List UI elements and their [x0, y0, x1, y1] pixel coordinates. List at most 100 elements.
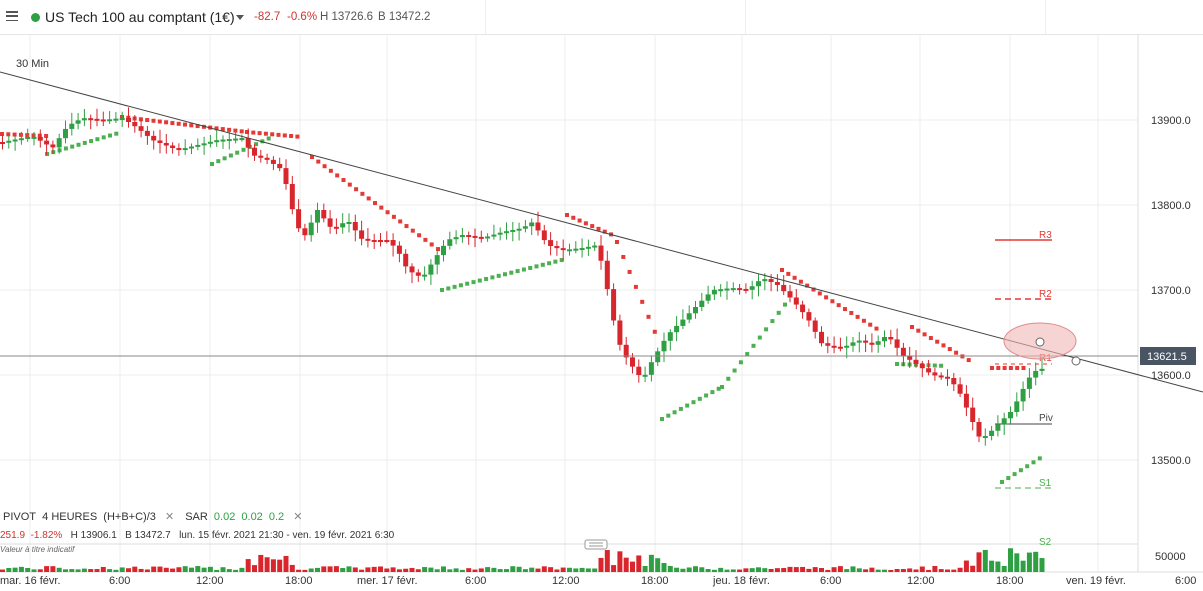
candle: [359, 230, 365, 239]
sar-dot: [691, 400, 696, 405]
sar-dot: [347, 182, 352, 187]
candle: [749, 286, 755, 290]
candle: [774, 282, 780, 285]
sar-dot: [652, 329, 657, 334]
volume-bar: [1039, 558, 1045, 572]
sar-dot: [251, 130, 256, 135]
pivot-label: Piv: [1039, 413, 1053, 424]
candle: [81, 118, 87, 121]
sar-dot: [540, 262, 545, 267]
volume-bar: [37, 569, 43, 572]
candle: [459, 235, 465, 238]
sar-dot: [385, 210, 390, 215]
candle: [283, 168, 289, 184]
volume-bar: [6, 567, 12, 572]
candle: [875, 341, 881, 345]
pivot-indicator-name[interactable]: PIVOT: [3, 511, 37, 523]
candle: [674, 325, 680, 333]
volume-bar: [919, 566, 925, 572]
volume-bar: [504, 569, 509, 572]
volume-bar: [963, 560, 969, 572]
candle: [214, 140, 220, 143]
trendline-handle[interactable]: [1035, 337, 1045, 347]
candle: [113, 118, 119, 121]
sar-dot: [6, 132, 11, 137]
sar-dot: [503, 272, 507, 277]
sar-dot: [276, 132, 281, 137]
trendline-handle[interactable]: [1071, 356, 1081, 366]
sar-dot: [257, 131, 262, 136]
sar-dot: [602, 229, 607, 234]
volume-bar: [787, 566, 793, 572]
volume-bar: [932, 566, 938, 572]
menu-icon[interactable]: [6, 11, 18, 22]
sar-dot: [583, 221, 588, 226]
volume-bar: [396, 569, 402, 572]
sar-dot: [189, 123, 194, 128]
timeframe-label: 30 Min: [16, 58, 49, 70]
volume-bar: [94, 569, 100, 572]
volume-bar: [705, 569, 711, 572]
sar-dot: [528, 265, 533, 270]
volume-bar: [938, 569, 944, 572]
candle: [63, 128, 68, 139]
candle: [6, 140, 12, 143]
volume-bar: [44, 566, 50, 572]
time-label: 6:00: [465, 575, 486, 587]
volume-bar: [837, 566, 843, 572]
volume-bar: [762, 568, 768, 572]
sar-dot: [571, 215, 576, 220]
candle: [667, 332, 673, 341]
chevron-down-icon[interactable]: [236, 15, 244, 20]
candle: [957, 384, 963, 394]
sar-dot: [590, 224, 595, 229]
candle: [252, 147, 257, 156]
volume-bar: [466, 568, 472, 572]
volume-bar: [1001, 565, 1007, 572]
sar-dot: [910, 325, 914, 329]
candle: [0, 142, 5, 144]
candle: [592, 245, 598, 248]
price-tick: 13800.0: [1151, 200, 1191, 212]
candle: [907, 355, 913, 360]
volume-bar: [390, 567, 396, 572]
volume-bar: [522, 569, 528, 572]
candle: [623, 344, 629, 358]
close-icon[interactable]: ✕: [164, 511, 175, 523]
candle: [365, 238, 371, 241]
candle: [510, 229, 516, 232]
panel-resize-handle[interactable]: [584, 539, 608, 550]
sar-dot: [245, 130, 249, 134]
sar-dot: [214, 126, 219, 131]
candle: [132, 122, 138, 127]
candle: [560, 248, 566, 251]
candle: [699, 300, 705, 307]
volume-bar: [113, 569, 119, 572]
volume-bar: [18, 566, 24, 572]
sar-dot: [157, 119, 162, 124]
sar-dot: [446, 286, 451, 291]
sar-dot: [254, 142, 259, 147]
candle: [296, 209, 302, 229]
trend-line[interactable]: [0, 71, 1203, 393]
sar-dot: [440, 288, 444, 292]
candle: [844, 345, 850, 348]
sar-indicator-name[interactable]: SAR: [185, 511, 208, 523]
close-icon[interactable]: ✕: [293, 511, 303, 523]
volume-bar: [812, 567, 818, 572]
sar-dot: [138, 117, 143, 122]
instrument-name[interactable]: US Tech 100 au comptant (1€): [45, 9, 235, 25]
sar-dot: [429, 242, 434, 247]
volume-bar: [308, 568, 314, 572]
volume-bar: [800, 566, 806, 572]
volume-bar: [541, 566, 547, 572]
volume-bar: [182, 566, 188, 572]
volume-bar: [315, 567, 320, 572]
candle: [598, 245, 604, 261]
sar-dot: [1000, 480, 1004, 484]
candle: [100, 119, 106, 122]
sar-dot: [490, 275, 495, 280]
candle: [585, 246, 591, 249]
sar-dot: [44, 133, 49, 138]
